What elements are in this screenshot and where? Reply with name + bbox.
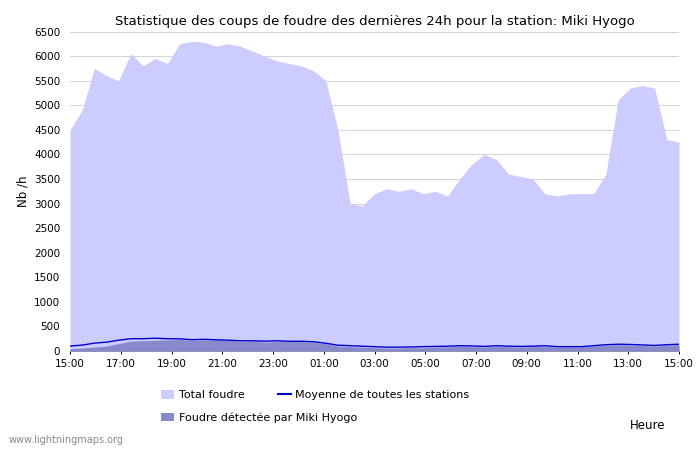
Legend: Foudre détectée par Miki Hyogo: Foudre détectée par Miki Hyogo [161,413,357,423]
Text: Heure: Heure [629,419,665,432]
Y-axis label: Nb /h: Nb /h [17,176,30,207]
Text: www.lightningmaps.org: www.lightningmaps.org [8,435,123,445]
Title: Statistique des coups de foudre des dernières 24h pour la station: Miki Hyogo: Statistique des coups de foudre des dern… [115,14,634,27]
